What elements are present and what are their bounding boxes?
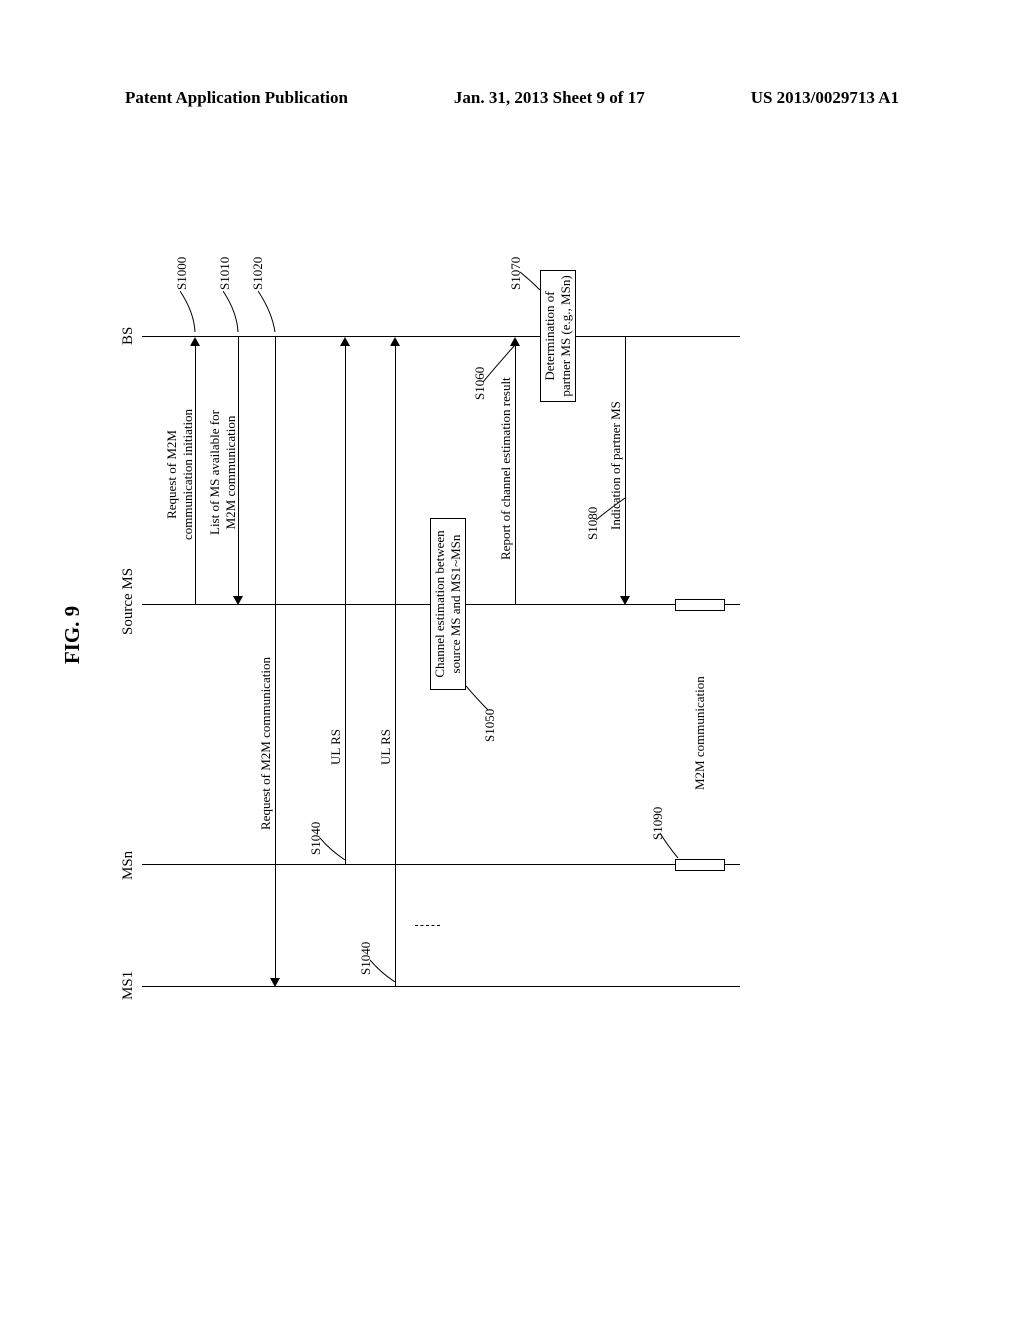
msg-m2m: M2M communication: [692, 676, 708, 790]
msg-ulrs1: UL RS: [328, 729, 344, 765]
arrowhead-req-init: [190, 337, 200, 346]
dash-ms1-cont: [440, 986, 460, 987]
activation-source: [675, 599, 725, 611]
arrow-ulrs1: [345, 346, 346, 865]
step-s1050: S1050: [482, 709, 498, 742]
arrowhead-req-m2m-left: [270, 978, 280, 987]
actor-source-ms: Source MS: [120, 568, 137, 635]
step-s1010: S1010: [217, 257, 233, 290]
msg-req-m2m: Request of M2M communication: [258, 657, 274, 830]
arrow-req-m2m: [275, 337, 276, 978]
step-s1020: S1020: [250, 257, 266, 290]
figure-label: FIG. 9: [60, 606, 85, 664]
msg-list: List of MS available for M2M communicati…: [207, 410, 239, 535]
step-s1000: S1000: [174, 257, 190, 290]
msg-report: Report of channel estimation result: [498, 377, 514, 560]
msg-req-init: Request of M2M communication initiation: [164, 409, 196, 540]
arrow-indication: [625, 337, 626, 596]
header-right: US 2013/0029713 A1: [751, 88, 899, 108]
arrow-ulrs2: [395, 346, 396, 987]
box-determination: Determination of partner MS (e.g., MSn): [540, 270, 576, 402]
figure-container: FIG. 9 MS1 MSn Source MS BS Request of M…: [100, 320, 890, 950]
actor-bs: BS: [120, 327, 137, 345]
arrowhead-list: [233, 596, 243, 605]
activation-msn: [675, 859, 725, 871]
arrowhead-ulrs1: [340, 337, 350, 346]
arrow-report: [515, 346, 516, 605]
msg-ulrs2: UL RS: [378, 729, 394, 765]
header-left: Patent Application Publication: [125, 88, 348, 108]
actor-msn: MSn: [120, 851, 137, 880]
box-channel-est: Channel estimation between source MS and…: [430, 518, 466, 690]
actor-ms1: MS1: [120, 971, 137, 1000]
sequence-diagram: MS1 MSn Source MS BS Request of M2M comm…: [120, 240, 740, 1030]
arrowhead-ulrs2: [390, 337, 400, 346]
dash-between: [415, 925, 440, 926]
header-center: Jan. 31, 2013 Sheet 9 of 17: [454, 88, 645, 108]
lifeline-bs: [142, 336, 740, 337]
dash-msn-cont: [440, 864, 460, 865]
page-header: Patent Application Publication Jan. 31, …: [0, 88, 1024, 108]
arrowhead-indication: [620, 596, 630, 605]
